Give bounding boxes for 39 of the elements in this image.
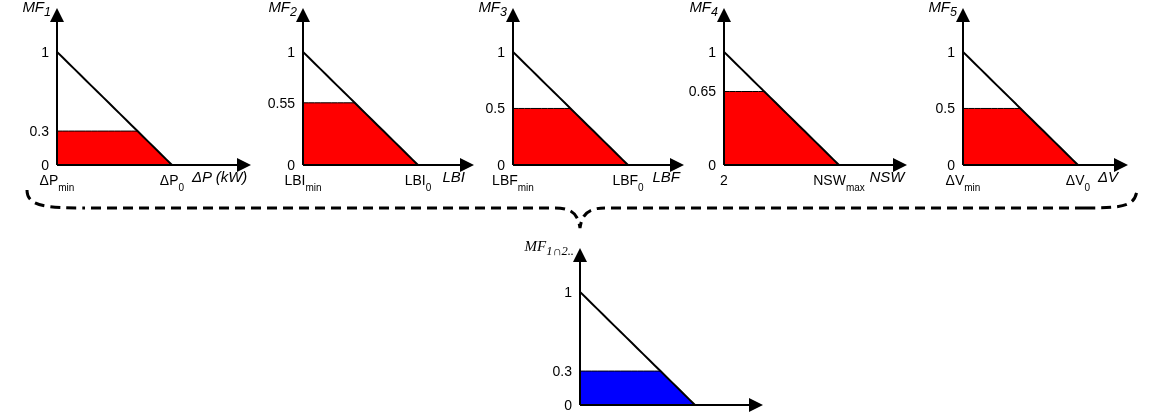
x-tick-label: ΔP$_{min}$: [39, 172, 75, 193]
x-tick-label: ΔV$_{min}$: [945, 172, 981, 193]
x-tick-label: LBI$_{min}$: [284, 172, 322, 193]
y-tick-label: 0.65: [688, 83, 717, 100]
y-axis-title: MF$_{1}$: [22, 0, 51, 19]
y-axis-title: MF$_{4}$: [689, 0, 718, 19]
y-tick-label: 0: [947, 156, 956, 173]
y-tick-label: 1: [287, 43, 296, 60]
x-tick-label: ΔP$_{0}$: [159, 172, 185, 193]
x-axis-title: NSW: [869, 168, 905, 185]
x-axis-title: ΔP (kW): [192, 168, 248, 185]
y-tick-label: 0: [708, 156, 717, 173]
y-tick-label: 1: [947, 43, 956, 60]
x-axis-title: LBF: [652, 168, 681, 185]
y-tick-label: 1: [41, 43, 50, 60]
x-tick-label: LBI$_{0}$: [404, 172, 432, 193]
y-tick-label: 0: [564, 396, 573, 412]
x-tick-label: ΔV$_{0}$: [1065, 172, 1091, 193]
x-axis-title: LBI: [442, 168, 466, 185]
y-tick-label: 0.5: [935, 100, 956, 117]
y-axis-title: MF$_{3}$: [478, 0, 507, 19]
y-tick-label: 0: [287, 156, 296, 173]
y-tick-label: 0.3: [552, 363, 573, 380]
y-axis-title: MF$_{1∩2..}$: [524, 238, 574, 259]
y-tick-label: 1: [497, 43, 506, 60]
y-axis-title: MF$_{5}$: [928, 0, 957, 19]
y-tick-label: 0.5: [485, 100, 506, 117]
y-tick-label: 0: [497, 156, 506, 173]
x-tick-label: LBF$_{min}$: [492, 172, 534, 193]
y-tick-label: 0.55: [267, 94, 296, 111]
x-tick-label: NSW$_{max}$: [813, 172, 865, 193]
x-tick-label: 2: [720, 172, 729, 188]
x-tick-label: LBF$_{0}$: [612, 172, 645, 193]
y-tick-label: 1: [708, 43, 717, 60]
y-tick-label: 1: [564, 283, 573, 300]
y-tick-label: 0: [41, 156, 50, 173]
y-tick-label: 0.3: [29, 123, 50, 140]
y-axis-title: MF$_{2}$: [268, 0, 297, 19]
x-axis-title: ΔV: [1098, 168, 1119, 185]
